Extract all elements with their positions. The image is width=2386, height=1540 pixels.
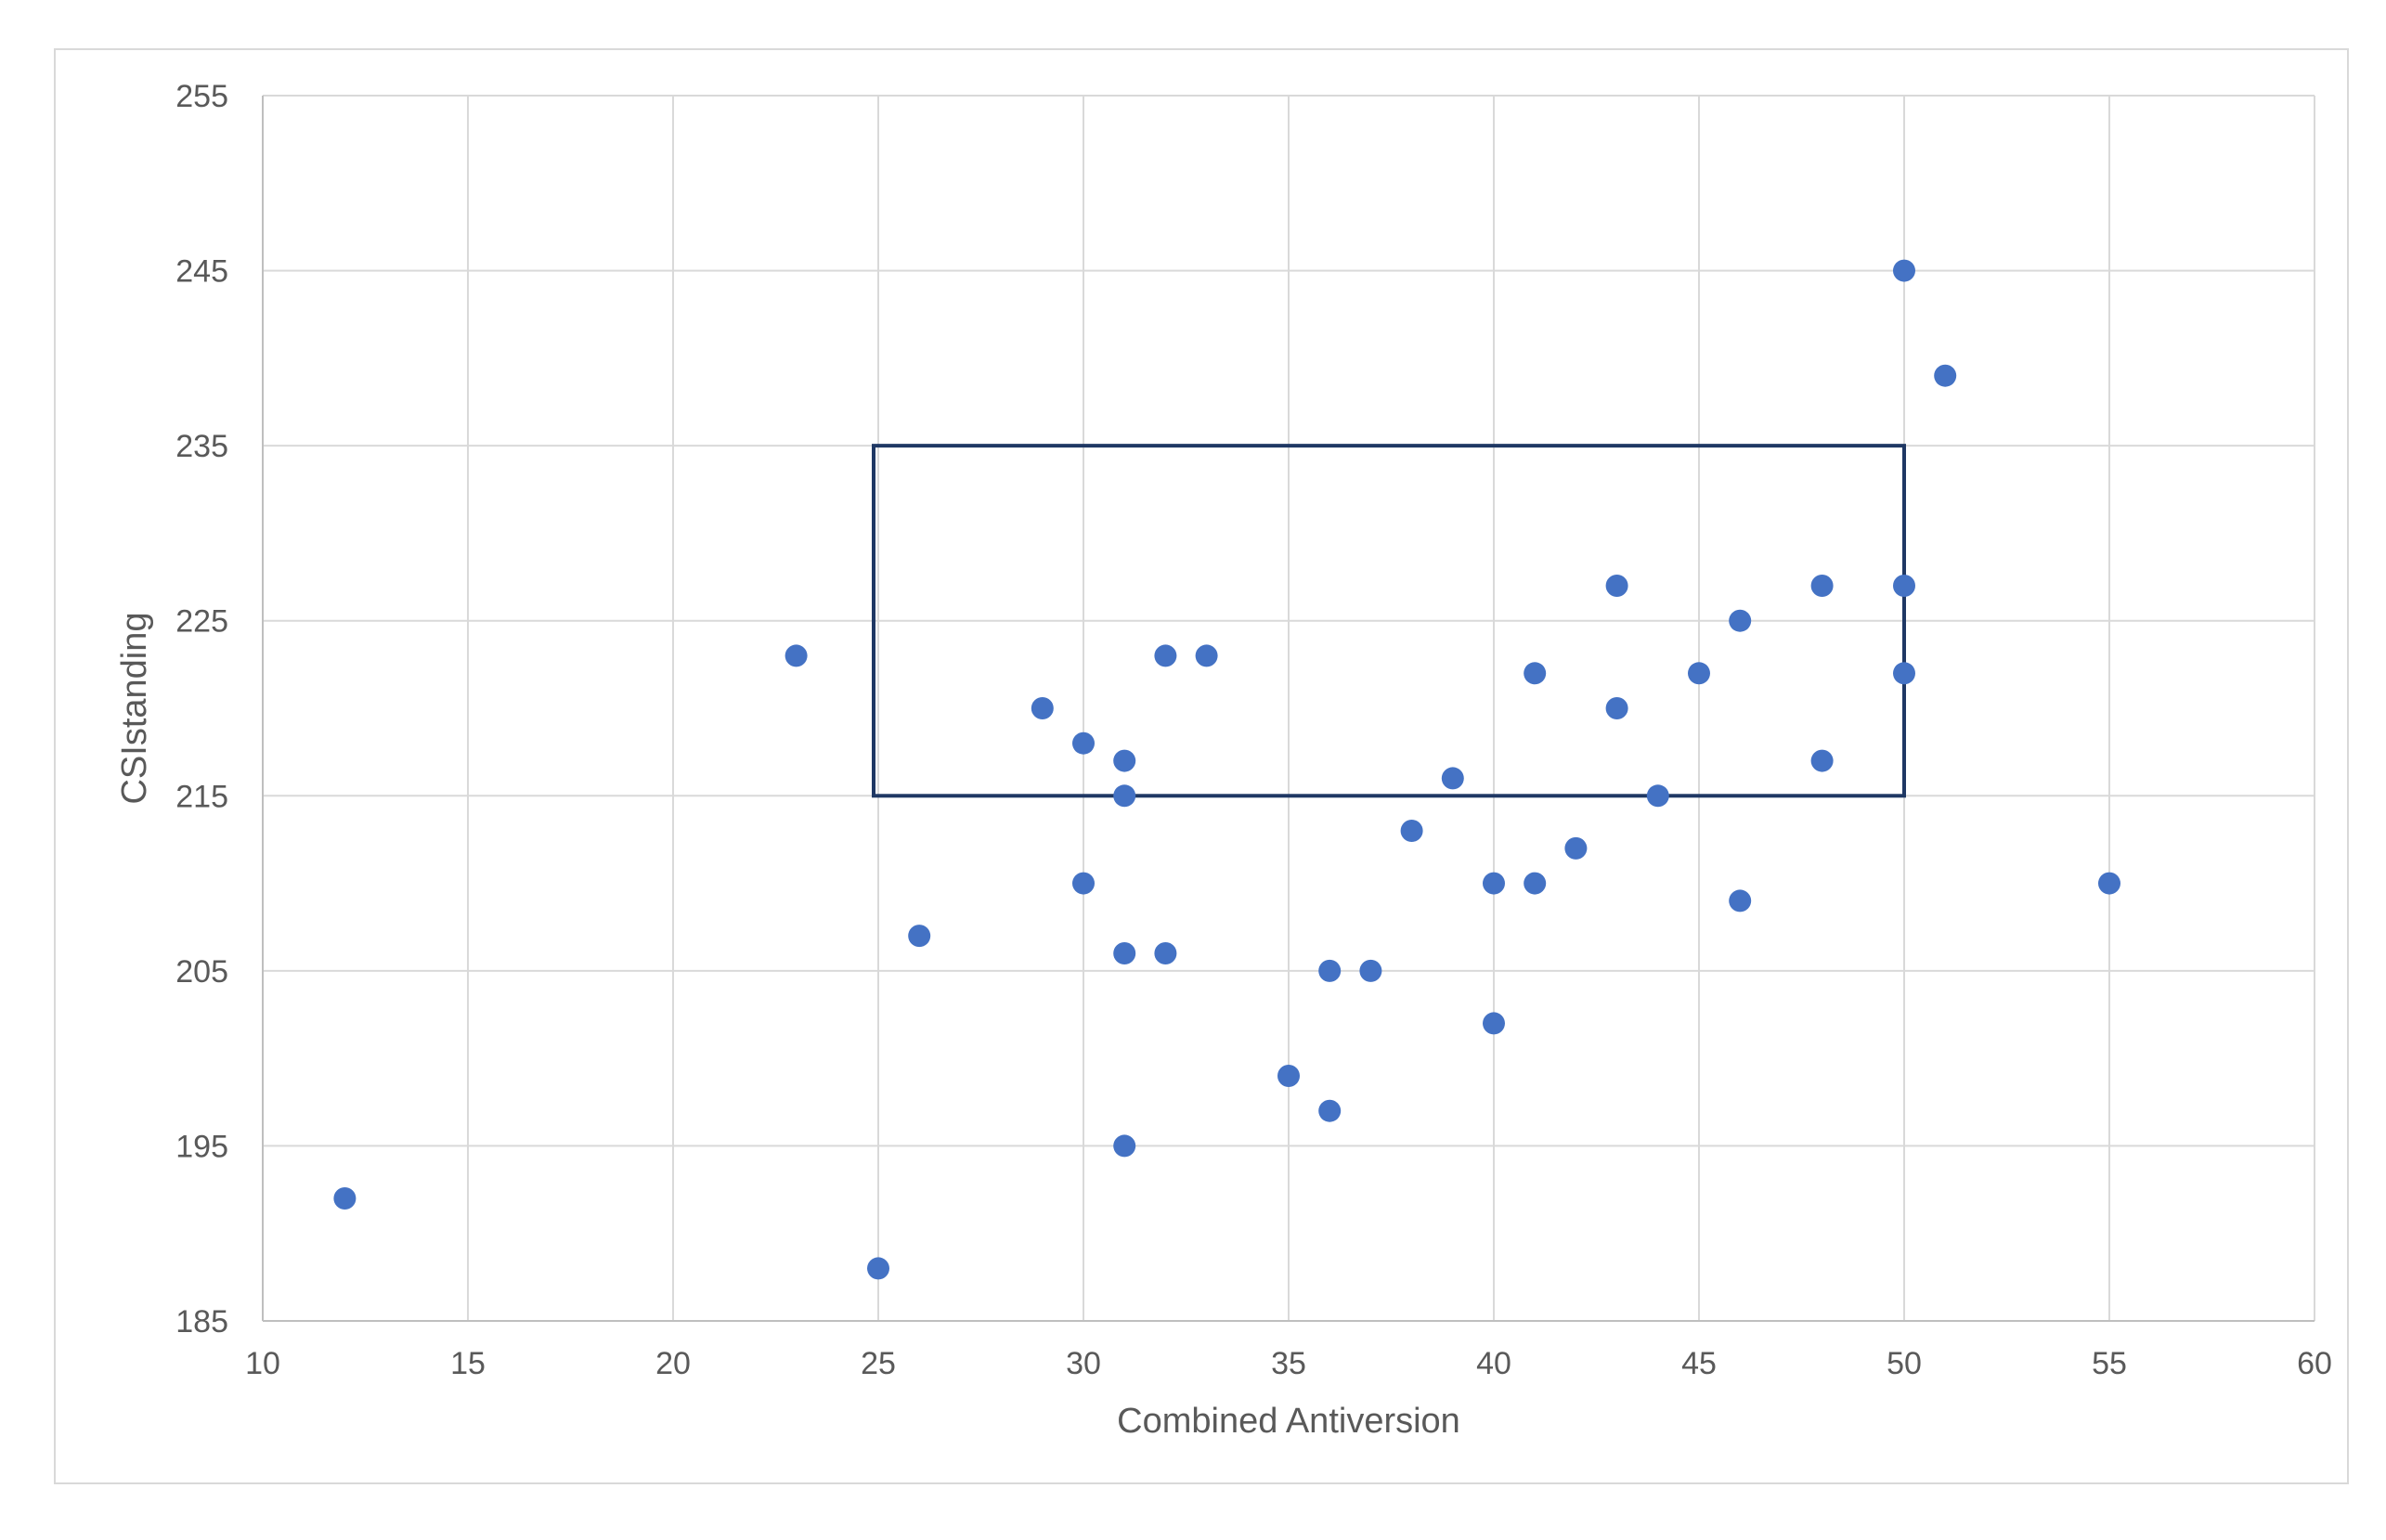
data-point [1810,575,1834,597]
data-point [908,925,931,948]
y-tick-label: 205 [175,954,228,990]
data-point [1483,1012,1505,1035]
data-point [2098,872,2120,895]
data-point [1729,609,1752,632]
y-tick-label: 185 [175,1304,228,1339]
x-tick-label: 40 [1476,1346,1511,1381]
data-point [1154,644,1177,667]
data-point [1113,942,1136,964]
data-point [1072,872,1095,895]
data-point [1318,1099,1342,1122]
y-tick-label: 235 [175,429,228,464]
data-point [1277,1065,1300,1087]
data-point [1359,959,1382,982]
data-point [1524,662,1547,685]
data-point [867,1257,889,1280]
y-tick-label: 195 [175,1129,228,1164]
data-point [1072,731,1095,755]
y-tick-label: 215 [175,779,228,814]
data-point [1483,872,1505,895]
x-tick-label: 60 [2297,1346,2332,1381]
x-tick-label: 35 [1271,1346,1306,1381]
data-point [1605,575,1628,597]
y-tick-label: 225 [175,604,228,640]
data-point [1688,662,1710,685]
x-tick-label: 25 [861,1346,896,1381]
data-point [1195,644,1218,667]
x-tick-labels: 10 15 20 25 30 35 40 45 50 55 60 [245,1346,2332,1381]
data-point [1893,575,1915,597]
data-point [1441,767,1464,790]
data-point [1113,1134,1136,1158]
chart-area [54,48,2349,1484]
data-point [1646,784,1669,808]
data-points [333,259,2120,1280]
data-point [333,1187,357,1210]
data-point [1318,959,1342,982]
annotation-rectangle [872,444,1906,798]
data-point [1400,820,1423,842]
data-point [785,644,808,667]
x-tick-label: 10 [245,1346,280,1381]
data-point [1031,697,1054,719]
data-point [1729,889,1752,912]
data-point [1893,662,1915,685]
data-point [1810,749,1834,772]
axes [262,96,2315,1322]
x-tick-label: 45 [1681,1346,1717,1381]
data-point [1564,836,1588,860]
data-point [1605,697,1628,719]
x-tick-label: 30 [1066,1346,1101,1381]
data-point [1154,942,1177,964]
data-point [1893,259,1915,282]
y-tick-labels: 185 195 205 215 225 235 245 255 [175,79,228,1339]
x-axis-title: Combined Antiversion [1117,1402,1460,1441]
data-point [1524,872,1547,895]
y-tick-label: 255 [175,79,228,114]
x-tick-label: 15 [450,1346,486,1381]
data-point [1113,784,1136,808]
x-tick-label: 50 [1887,1346,1922,1381]
x-tick-label: 55 [2092,1346,2127,1381]
y-tick-label: 245 [175,254,228,290]
gridlines [262,95,2315,1322]
x-tick-label: 20 [655,1346,691,1381]
annotation-rectangle-layer [872,444,1906,798]
data-point [1113,749,1136,772]
y-axis-title: CSIstanding [115,612,154,804]
data-point [1934,364,1957,387]
